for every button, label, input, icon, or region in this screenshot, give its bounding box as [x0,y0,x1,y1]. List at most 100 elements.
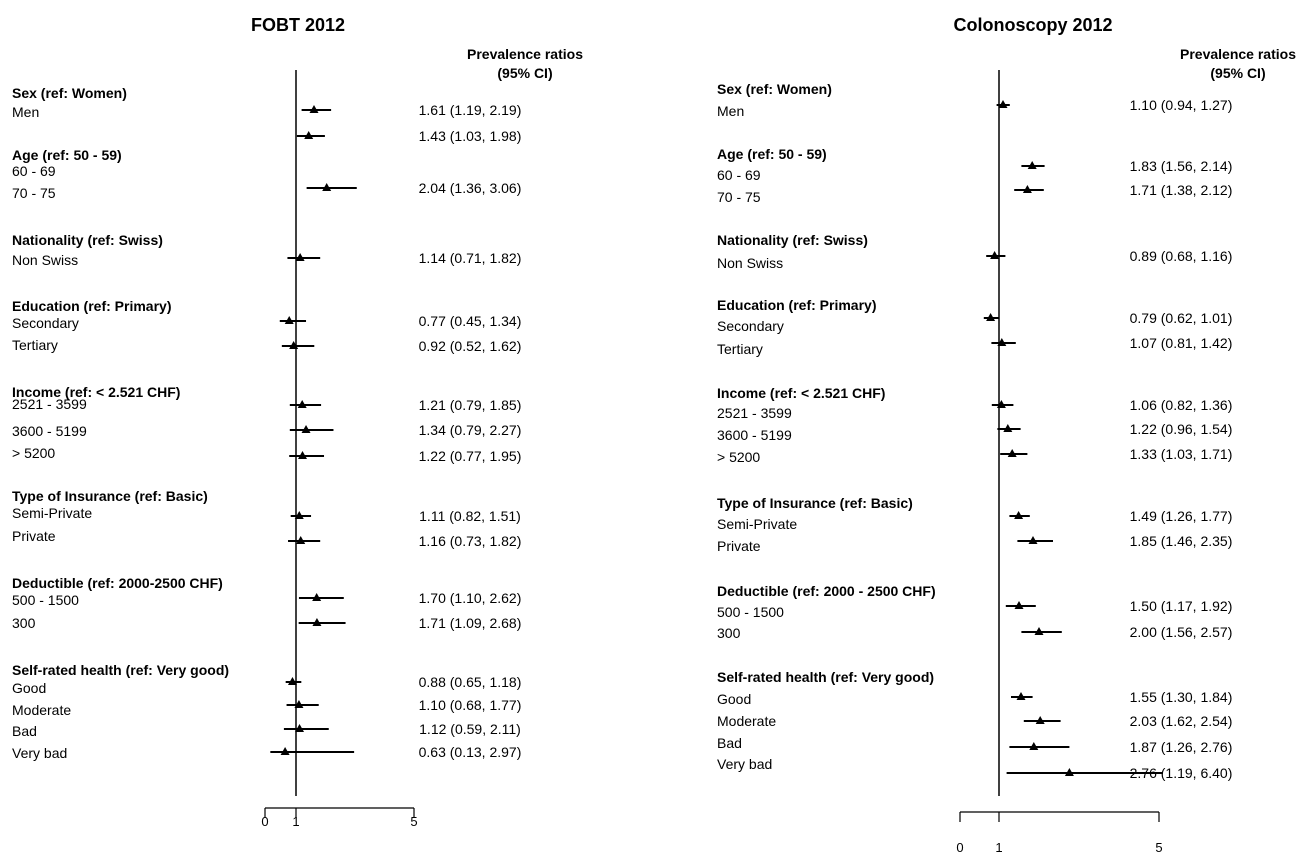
pr-value: 2.00 (1.56, 2.57) [1130,624,1233,640]
pr-value: 2.04 (1.36, 3.06) [419,180,522,196]
pr-value: 0.92 (0.52, 1.62) [419,338,522,354]
level-label: Moderate [717,713,776,729]
group-label: Deductible (ref: 2000-2500 CHF) [12,575,223,591]
pr-value: 1.43 (1.03, 1.98) [419,128,522,144]
level-label: > 5200 [717,449,760,465]
group-label: Deductible (ref: 2000 - 2500 CHF) [717,583,936,599]
chart-title: Colonoscopy 2012 [953,15,1112,35]
pr-value: 1.22 (0.77, 1.95) [419,448,522,464]
group-label: Income (ref: < 2.521 CHF) [12,384,180,400]
pr-value: 2.03 (1.62, 2.54) [1130,713,1233,729]
pr-value: 0.89 (0.68, 1.16) [1130,248,1233,264]
pr-value: 1.49 (1.26, 1.77) [1130,508,1233,524]
chart-title: FOBT 2012 [251,15,345,35]
point-estimate [295,724,305,732]
level-label: 500 - 1500 [717,604,784,620]
pr-value: 1.21 (0.79, 1.85) [419,397,522,413]
pr-value: 1.83 (1.56, 2.14) [1130,158,1233,174]
pr-value: 1.50 (1.17, 1.92) [1130,598,1233,614]
point-estimate [997,338,1007,346]
pr-value: 1.70 (1.10, 2.62) [419,590,522,606]
point-estimate [1029,742,1039,750]
level-label: Non Swiss [12,252,78,268]
level-label: > 5200 [12,445,55,461]
group-label: Education (ref: Primary) [717,297,876,313]
point-estimate [1064,768,1074,776]
level-label: Very bad [12,745,67,761]
level-label: 300 [12,615,36,631]
level-label: Tertiary [717,341,763,357]
pr-value: 1.22 (0.96, 1.54) [1130,421,1233,437]
group-label: Self-rated health (ref: Very good) [717,669,934,685]
level-label: Moderate [12,702,71,718]
point-estimate [1014,601,1024,609]
point-estimate [312,593,322,601]
point-estimate [1027,161,1037,169]
level-label: Semi-Private [717,516,797,532]
point-estimate [986,313,996,321]
group-label: Type of Insurance (ref: Basic) [12,488,208,504]
level-label: 70 - 75 [717,189,761,205]
level-label: 70 - 75 [12,185,56,201]
pr-value: 0.63 (0.13, 2.97) [419,744,522,760]
level-label: Semi-Private [12,505,92,521]
point-estimate [1014,511,1024,519]
x-tick-label: 5 [410,814,417,829]
point-estimate [998,100,1008,108]
pr-value: 1.71 (1.38, 2.12) [1130,182,1233,198]
level-label: Non Swiss [717,255,783,271]
pr-value: 1.16 (0.73, 1.82) [419,533,522,549]
level-label: 2521 - 3599 [12,396,87,412]
level-label: Bad [12,723,37,739]
group-label: Sex (ref: Women) [12,85,127,101]
point-estimate [287,677,297,685]
x-tick-label: 0 [956,840,963,855]
pr-value: 1.14 (0.71, 1.82) [419,250,522,266]
group-label: Self-rated health (ref: Very good) [12,662,229,678]
level-label: Private [12,528,56,544]
level-label: 2521 - 3599 [717,405,792,421]
point-estimate [296,536,306,544]
level-label: 3600 - 5199 [12,423,87,439]
point-estimate [295,253,305,261]
pr-value: 1.61 (1.19, 2.19) [419,102,522,118]
pr-value: 0.88 (0.65, 1.18) [419,674,522,690]
point-estimate [309,105,319,113]
group-label: Education (ref: Primary) [12,298,171,314]
pr-value: 1.85 (1.46, 2.35) [1130,533,1233,549]
stat-header-ci: (95% CI) [497,65,552,81]
point-estimate [301,425,311,433]
pr-value: 1.12 (0.59, 2.11) [419,721,521,737]
level-label: Men [12,104,39,120]
group-label: Nationality (ref: Swiss) [717,232,868,248]
level-label: 300 [717,625,741,641]
group-label: Income (ref: < 2.521 CHF) [717,385,885,401]
point-estimate [990,251,1000,259]
pr-value: 1.87 (1.26, 2.76) [1130,739,1233,755]
level-label: 60 - 69 [12,163,56,179]
pr-value: 1.07 (0.81, 1.42) [1130,335,1233,351]
point-estimate [297,451,307,459]
pr-value: 1.10 (0.68, 1.77) [419,697,522,713]
level-label: Very bad [717,756,772,772]
point-estimate [1035,716,1045,724]
level-label: Good [12,680,46,696]
stat-header: Prevalence ratios [467,46,583,62]
x-tick-label: 0 [261,814,268,829]
pr-value: 1.55 (1.30, 1.84) [1130,689,1233,705]
pr-value: 0.77 (0.45, 1.34) [419,313,522,329]
pr-value: 1.11 (0.82, 1.51) [419,508,521,524]
stat-header-ci: (95% CI) [1210,65,1265,81]
pr-value: 1.34 (0.79, 2.27) [419,422,522,438]
pr-value: 1.06 (0.82, 1.36) [1130,397,1233,413]
pr-value: 2.76 (1.19, 6.40) [1130,765,1233,781]
level-label: Tertiary [12,337,58,353]
group-label: Nationality (ref: Swiss) [12,232,163,248]
point-estimate [1003,424,1013,432]
point-estimate [304,131,314,139]
point-estimate [294,511,304,519]
stat-header: Prevalence ratios [1180,46,1296,62]
point-estimate [1016,692,1026,700]
point-estimate [312,618,322,626]
